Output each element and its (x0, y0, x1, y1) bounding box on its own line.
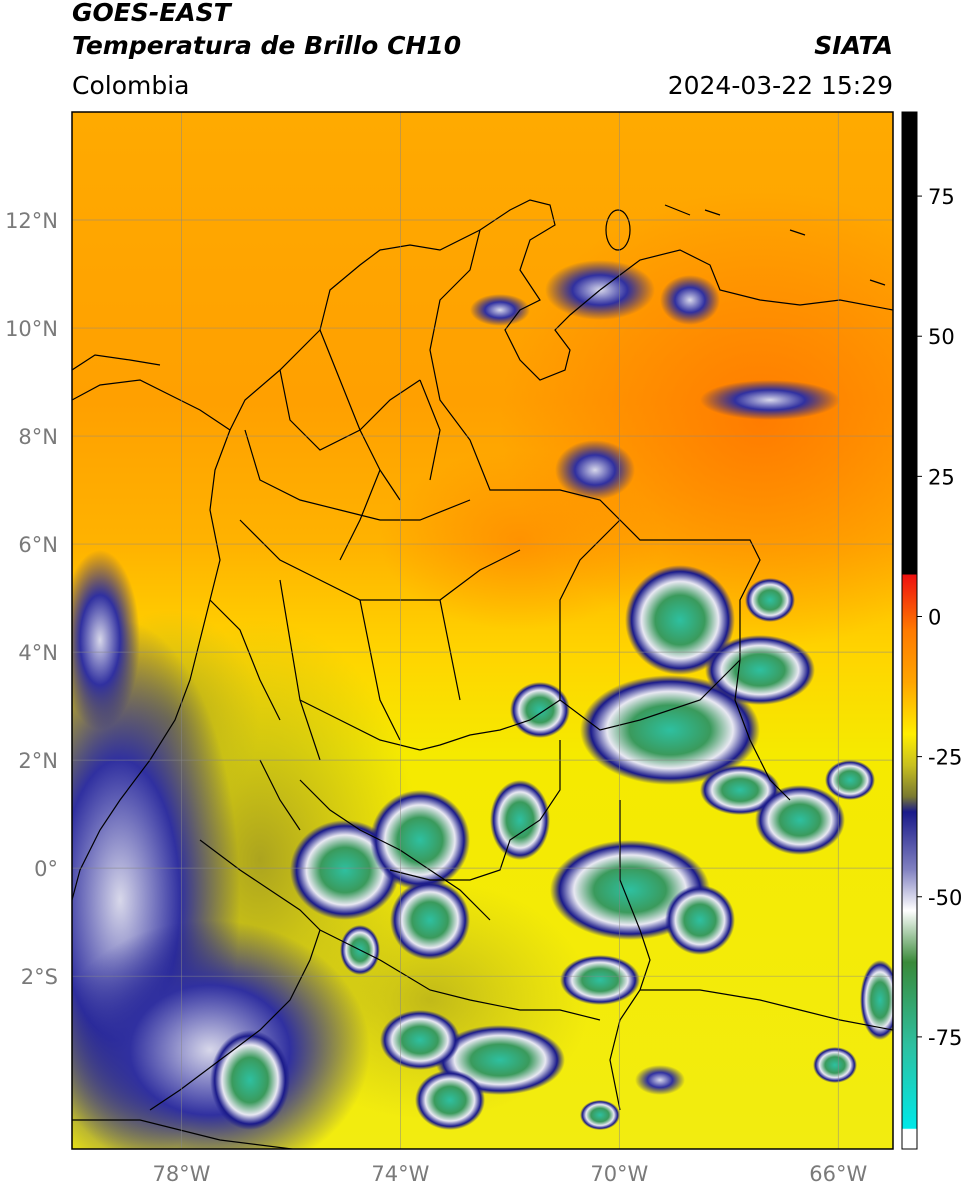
map-frame (71, 111, 894, 1150)
colorbar-tick-label: -50 (928, 886, 962, 910)
lat-tick-label: 6°N (18, 533, 58, 557)
political-borders (72, 199, 893, 1149)
colorbar-frame (901, 111, 918, 1150)
organization-label: SIATA (814, 31, 893, 60)
colorbar-tick-label: 25 (928, 465, 955, 489)
longitude-tick-labels: 78°W 74°W 70°W 66°W (152, 1162, 867, 1186)
lat-tick-label: 4°N (18, 641, 58, 665)
satellite-title: GOES-EAST (72, 0, 231, 27)
lat-lon-grid (72, 112, 893, 1149)
lon-tick-label: 78°W (152, 1162, 210, 1186)
latitude-tick-labels: 12°N 10°N 8°N 6°N 4°N 2°N 0° 2°S (5, 209, 58, 989)
lat-tick-label: 2°N (18, 749, 58, 773)
lat-tick-label: 10°N (5, 317, 58, 341)
lon-tick-label: 74°W (371, 1162, 429, 1186)
product-title: Temperatura de Brillo CH10 (72, 31, 462, 60)
colorbar-tick-label: 75 (928, 185, 955, 209)
colorbar-scale (902, 112, 917, 1149)
lat-tick-label: 0° (34, 857, 58, 881)
lon-tick-label: 66°W (809, 1162, 867, 1186)
lon-tick-label: 70°W (590, 1162, 648, 1186)
colorbar-tick-label: 50 (928, 325, 955, 349)
brightness-temperature-raster (72, 112, 893, 1149)
colorbar-tick-label: -75 (928, 1026, 962, 1050)
lat-tick-label: 8°N (18, 425, 58, 449)
region-label: Colombia (72, 71, 190, 100)
colorbar-tick-label: 0 (928, 605, 941, 629)
lat-tick-label: 12°N (5, 209, 58, 233)
timestamp-label: 2024-03-22 15:29 (667, 71, 893, 100)
lat-tick-label: 2°S (21, 965, 58, 989)
colorbar-tick-labels: 75 50 25 0 -25 -50 -75 (917, 185, 962, 1050)
colorbar-tick-label: -25 (928, 746, 962, 770)
